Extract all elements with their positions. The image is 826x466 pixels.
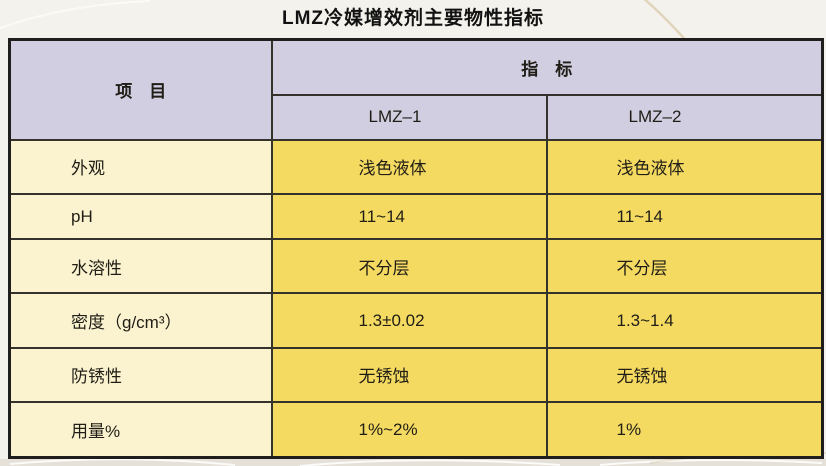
header-row-sub: LMZ–1 LMZ–2: [10, 93, 824, 141]
header-col-lmz2: LMZ–2: [545, 93, 824, 141]
table-row: 水溶性 不分层 不分层: [8, 238, 824, 295]
value-lmz1: 浅色液体: [270, 138, 548, 196]
row-label: 密度（g/cm³）: [8, 292, 273, 349]
table-row: pH 11~14 11~14: [8, 193, 824, 241]
value-lmz2: 浅色液体: [545, 138, 824, 196]
row-label: 用量%: [8, 401, 273, 459]
row-label: 水溶性: [8, 238, 273, 295]
row-label: 外观: [8, 138, 273, 196]
header-indicator-cell: 指 标: [270, 38, 824, 96]
value-lmz2: 11~14: [545, 193, 824, 241]
value-lmz2: 不分层: [545, 238, 824, 295]
header-item-cell: 项 目: [8, 38, 273, 141]
value-lmz1: 1.3±0.02: [270, 292, 548, 349]
header-row-top: 项 目 指 标: [8, 38, 824, 141]
value-lmz2: 无锈蚀: [545, 346, 824, 404]
table-row: 防锈性 无锈蚀 无锈蚀: [8, 346, 824, 404]
value-lmz2: 1%: [545, 401, 824, 459]
value-lmz1: 无锈蚀: [270, 346, 548, 404]
table-row: 密度（g/cm³） 1.3±0.02 1.3~1.4: [8, 292, 824, 349]
properties-table: 项 目 指 标 LMZ–1 LMZ–2 外观 浅色液体 浅色液体 pH 11~1…: [8, 38, 824, 459]
value-lmz1: 不分层: [270, 238, 548, 295]
value-lmz2: 1.3~1.4: [545, 292, 824, 349]
table-row: 用量% 1%~2% 1%: [8, 401, 824, 459]
value-lmz1: 1%~2%: [270, 401, 548, 459]
page-title: LMZ冷媒增效剂主要物性指标: [281, 8, 545, 29]
table-row: 外观 浅色液体 浅色液体: [8, 138, 824, 196]
header-col-lmz1: LMZ–1: [270, 93, 548, 141]
row-label: 防锈性: [8, 346, 273, 404]
row-label: pH: [8, 193, 273, 241]
value-lmz1: 11~14: [270, 193, 548, 241]
